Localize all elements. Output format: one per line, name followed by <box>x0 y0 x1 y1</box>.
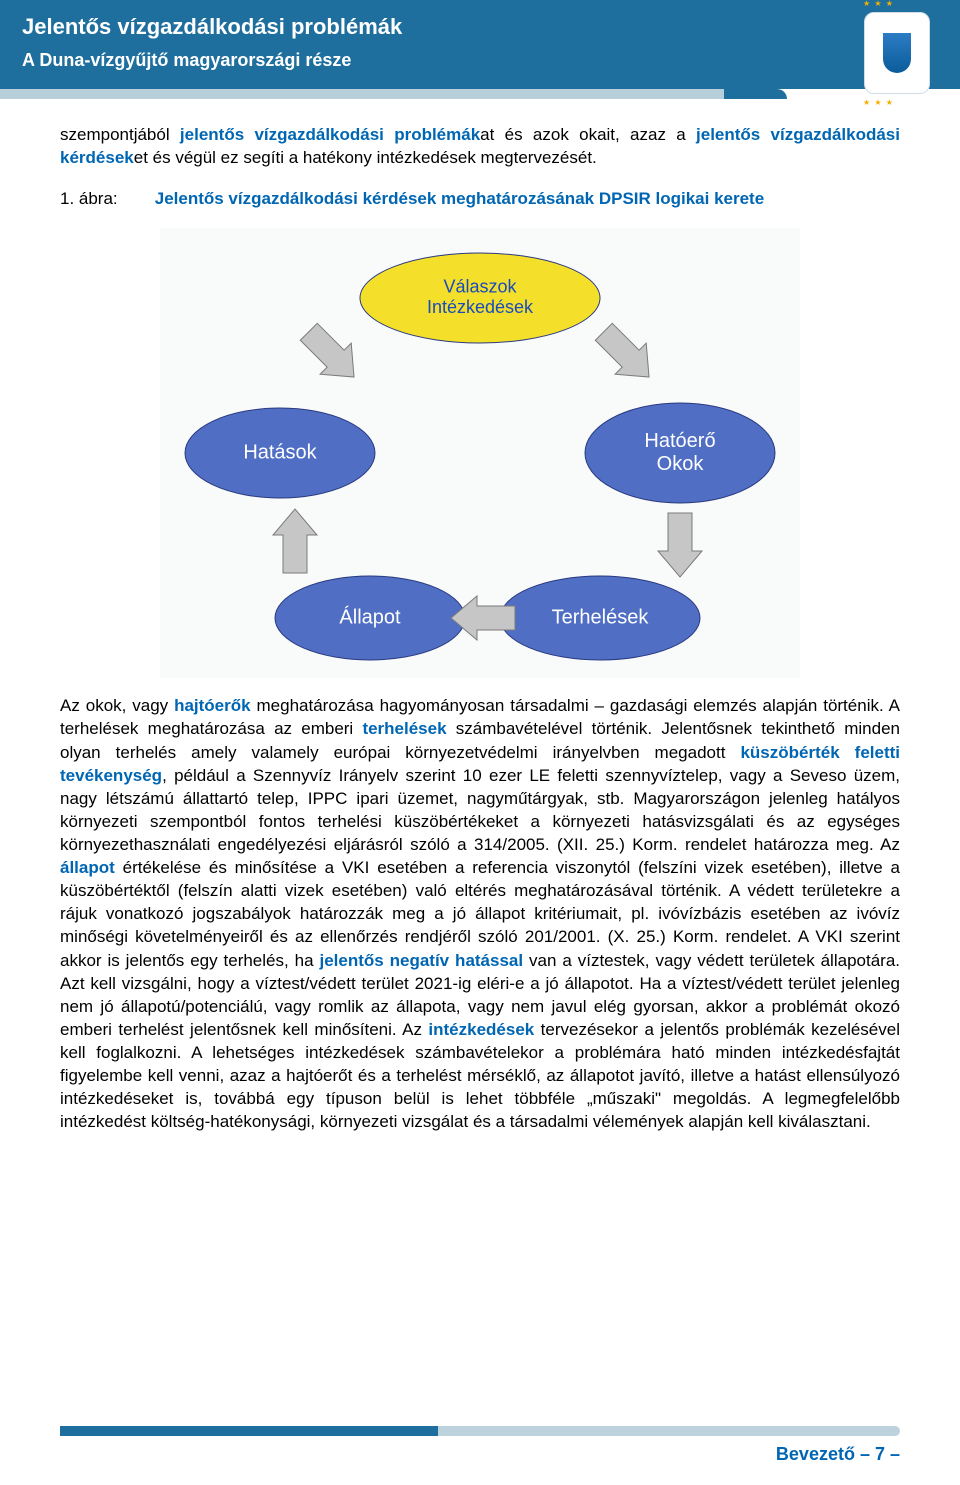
header-title: Jelentős vízgazdálkodási problémák <box>22 14 938 40</box>
document-header: Jelentős vízgazdálkodási problémák A Dun… <box>0 0 960 89</box>
node-valaszok: VálaszokIntézkedések <box>360 253 600 343</box>
intro-paragraph: szempontjából jelentős vízgazdálkodási p… <box>60 123 900 169</box>
text: , például a Szennyvíz Irányelv szerint 1… <box>60 766 900 854</box>
svg-text:Válaszok: Válaszok <box>443 277 517 297</box>
svg-text:Hatóerő: Hatóerő <box>644 430 715 452</box>
node-allapot: Állapot <box>275 576 465 660</box>
footer-rule <box>60 1426 900 1436</box>
star-icon: ★ ★ ★ <box>863 98 894 107</box>
page-footer: Bevezető – 7 – <box>60 1426 900 1465</box>
text: et és végül ez segíti a hatékony intézke… <box>134 148 597 167</box>
page-number: 7 <box>875 1444 885 1464</box>
text: at és azok okait, azaz a <box>480 125 696 144</box>
node-hatoero: HatóerőOkok <box>585 403 775 503</box>
svg-text:Intézkedések: Intézkedések <box>427 297 534 317</box>
main-paragraph: Az okok, vagy hajtóerők meghatározása ha… <box>60 694 900 1133</box>
svg-text:Terhelések: Terhelések <box>552 607 650 629</box>
svg-text:Hatások: Hatások <box>243 442 317 464</box>
svg-text:Állapot: Állapot <box>339 606 401 629</box>
emphasis: jelentős vízgazdálkodási problémák <box>180 125 480 144</box>
figure-caption: Jelentős vízgazdálkodási kérdések meghat… <box>155 187 764 210</box>
header-subtitle: A Duna-vízgyűjtő magyarországi része <box>22 50 938 71</box>
text: Az okok, vagy <box>60 696 174 715</box>
emphasis: terhelések <box>362 719 446 738</box>
water-drop-icon <box>883 33 911 73</box>
text: szempontjából <box>60 125 180 144</box>
section-name: Bevezető <box>776 1444 855 1464</box>
emphasis: jelentős negatív hatással <box>319 951 523 970</box>
emphasis: intézkedések <box>428 1020 534 1039</box>
dpsir-diagram: VálaszokIntézkedések Hatások HatóerőOkok Ál… <box>160 228 800 678</box>
svg-text:Okok: Okok <box>657 453 705 475</box>
page: Jelentős vízgazdálkodási problémák A Dun… <box>0 0 960 1485</box>
emphasis: állapot <box>60 858 115 877</box>
node-hatasok: Hatások <box>185 408 375 498</box>
document-body: szempontjából jelentős vízgazdálkodási p… <box>0 89 960 1133</box>
footer-text: Bevezető – 7 – <box>60 1444 900 1465</box>
sep: – <box>855 1444 875 1464</box>
eu-water-logo: ★ ★ ★ ★ ★ ★ <box>864 12 930 94</box>
star-icon: ★ ★ ★ <box>863 0 894 8</box>
emphasis: hajtóerők <box>174 696 251 715</box>
sep: – <box>885 1444 900 1464</box>
figure-caption-line: 1. ábra: Jelentős vízgazdálkodási kérdés… <box>60 187 900 210</box>
node-terhelesek: Terhelések <box>500 576 700 660</box>
figure-label: 1. ábra: <box>60 187 150 210</box>
